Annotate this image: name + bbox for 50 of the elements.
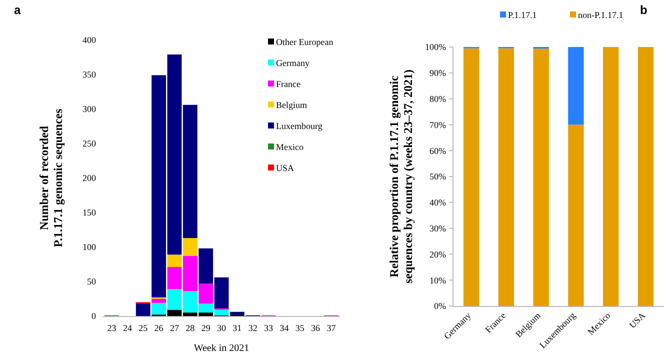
y-tick-label: 250: [82, 138, 96, 149]
y-tick-label: 100: [82, 242, 96, 252]
x-tick-label: 29: [201, 323, 211, 333]
x-tick-label: 30: [217, 323, 226, 333]
x-tick-label: 24: [122, 323, 132, 333]
x-tick-label: 27: [170, 323, 180, 333]
y-tick-label: 400: [82, 35, 96, 46]
x-tick-label: 33: [264, 323, 274, 333]
legend-label: Germany: [276, 58, 310, 68]
x-tick-label: 23: [107, 323, 117, 333]
y-tick-label: 30%: [430, 223, 446, 234]
y-tick-label: 20%: [430, 249, 446, 260]
x-tick-label: 25: [138, 323, 148, 333]
y-tick-label: 150: [82, 208, 96, 218]
x-tick-label: 26: [154, 323, 164, 333]
x-tick-label: 31: [232, 323, 242, 333]
x-tick-label: 28: [186, 323, 196, 333]
x-tick-label: 34: [280, 323, 290, 333]
y-tick-label: 40%: [430, 198, 446, 208]
legend-label: Other European: [276, 37, 334, 48]
x-tick-label: USA: [627, 310, 648, 330]
legend-label: non-P.1.17.1: [578, 10, 624, 20]
y-axis-title: Number of recorded P.1.17.1 genomic sequences: [36, 108, 66, 248]
y-tick-label: 200: [82, 173, 96, 184]
y-tick-label: 100%: [425, 42, 446, 52]
y-tick-label: 50: [87, 276, 96, 287]
legend-label: Mexico: [276, 142, 304, 152]
legend-label: USA: [276, 163, 295, 174]
y-axis-title: Relative proportion of P.1.17.1 genomic sequences by country (weeks 23–37, 2021): [386, 70, 416, 284]
x-tick-label: 32: [248, 323, 258, 333]
legend-label: France: [276, 79, 300, 90]
chart-title: a: [14, 3, 21, 17]
x-tick-label: 37: [326, 323, 336, 333]
chart-title: b: [640, 3, 648, 17]
y-tick-label: 350: [82, 70, 96, 80]
y-tick-label: 80%: [430, 94, 446, 104]
y-tick-label: 50%: [430, 172, 446, 182]
y-tick-label: 70%: [430, 120, 446, 130]
y-tick-label: 300: [82, 104, 96, 114]
x-tick-label: 35: [295, 323, 305, 333]
y-tick-label: 60%: [430, 146, 446, 156]
y-tick-label: 0: [92, 311, 96, 322]
x-tick-label: 36: [311, 323, 321, 333]
legend-label: P.1.17.1: [508, 10, 537, 20]
legend-label: Luxembourg: [276, 121, 323, 132]
y-tick-label: 10%: [430, 275, 446, 286]
y-tick-label: 0%: [434, 301, 446, 312]
x-axis-title: Week in 2021: [194, 343, 250, 354]
legend-label: Belgium: [276, 100, 307, 110]
y-tick-label: 90%: [430, 68, 446, 78]
